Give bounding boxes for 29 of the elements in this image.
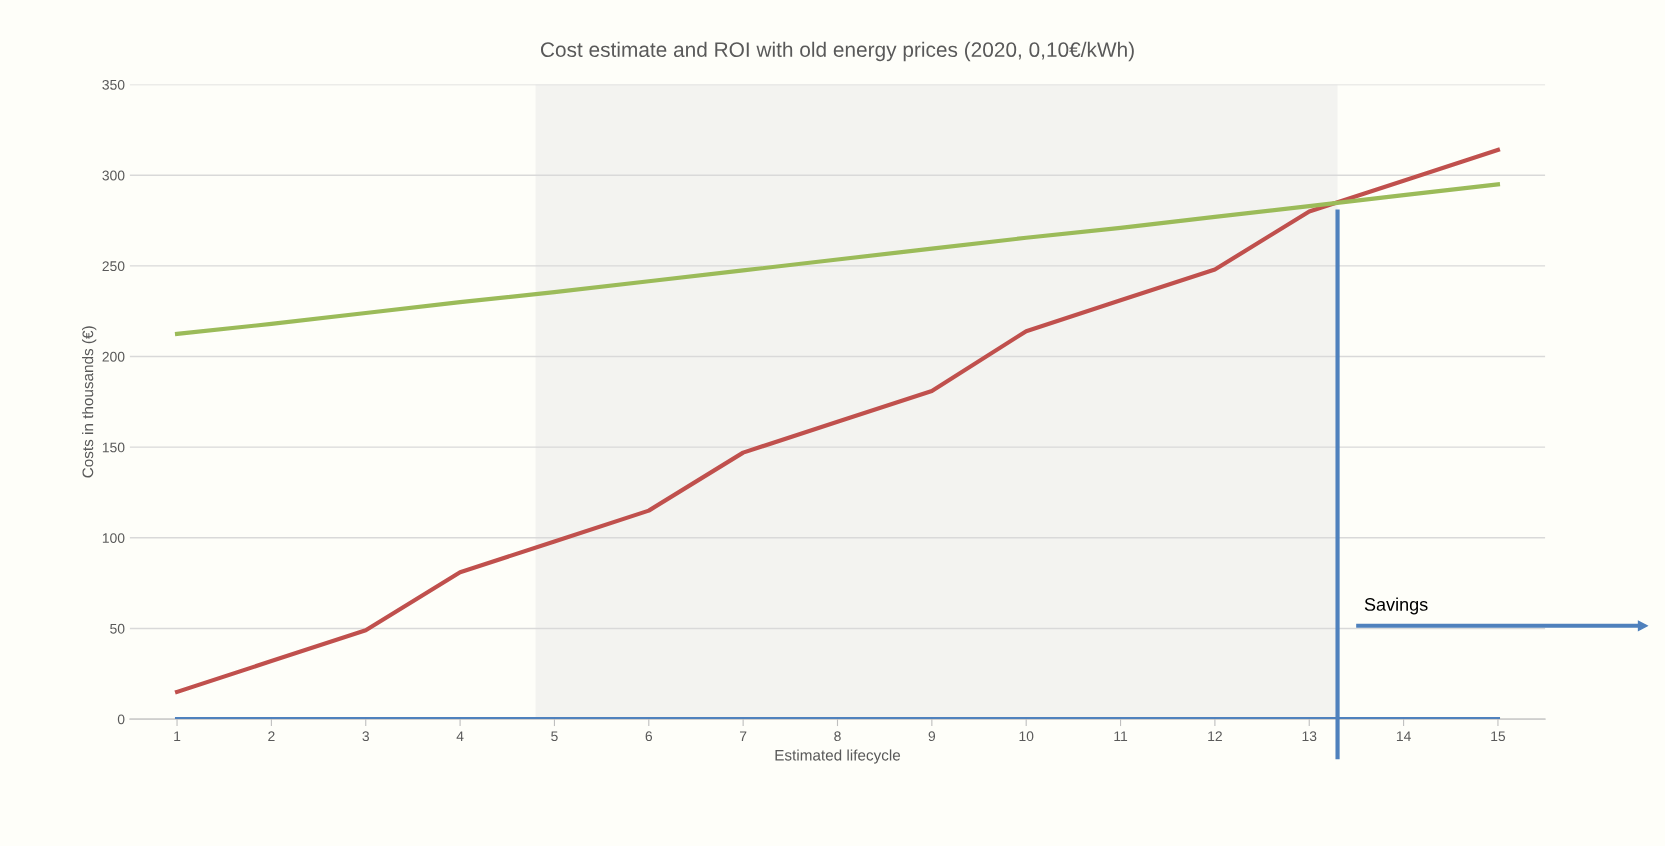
x-tick-label: 4 bbox=[456, 731, 464, 741]
annotation: Savings bbox=[1364, 597, 1428, 615]
y-tick-label: 200 bbox=[102, 351, 125, 362]
x-tick-label: 10 bbox=[1019, 731, 1034, 742]
x-tick-label: 12 bbox=[1208, 731, 1222, 741]
x-tick-label: 5 bbox=[551, 731, 558, 742]
x-tick-label: 15 bbox=[1491, 731, 1506, 742]
x-axis-title: Estimated lifecycle bbox=[775, 749, 901, 764]
line-series bbox=[174, 182, 1501, 336]
y-tick-label: 150 bbox=[102, 442, 125, 453]
y-tick-label: 50 bbox=[110, 623, 125, 634]
x-tick-label: 14 bbox=[1396, 731, 1411, 741]
x-tick-label: 8 bbox=[834, 731, 841, 742]
x-tick-label: 2 bbox=[268, 731, 275, 741]
y-tick-label: 350 bbox=[102, 79, 125, 90]
x-tick-label: 9 bbox=[928, 731, 936, 742]
x-tick-label: 1 bbox=[174, 731, 181, 741]
x-tick-label: 13 bbox=[1302, 731, 1317, 742]
x-tick-label: 3 bbox=[362, 731, 369, 742]
x-tick-label: 11 bbox=[1114, 731, 1128, 741]
x-tick-label: 7 bbox=[740, 731, 747, 741]
y-tick-label: 0 bbox=[117, 714, 125, 725]
y-tick-label: 300 bbox=[102, 170, 125, 181]
y-tick-label: 250 bbox=[102, 261, 125, 272]
line-series bbox=[174, 147, 1501, 694]
chart-title: Cost estimate and ROI with old energy prices (2020, 0,10€/kWh) bbox=[540, 41, 1134, 62]
y-tick-label: 100 bbox=[102, 533, 125, 543]
y-axis-title: Costs in thousands (€) bbox=[82, 326, 97, 478]
x-tick-label: 6 bbox=[645, 731, 653, 742]
